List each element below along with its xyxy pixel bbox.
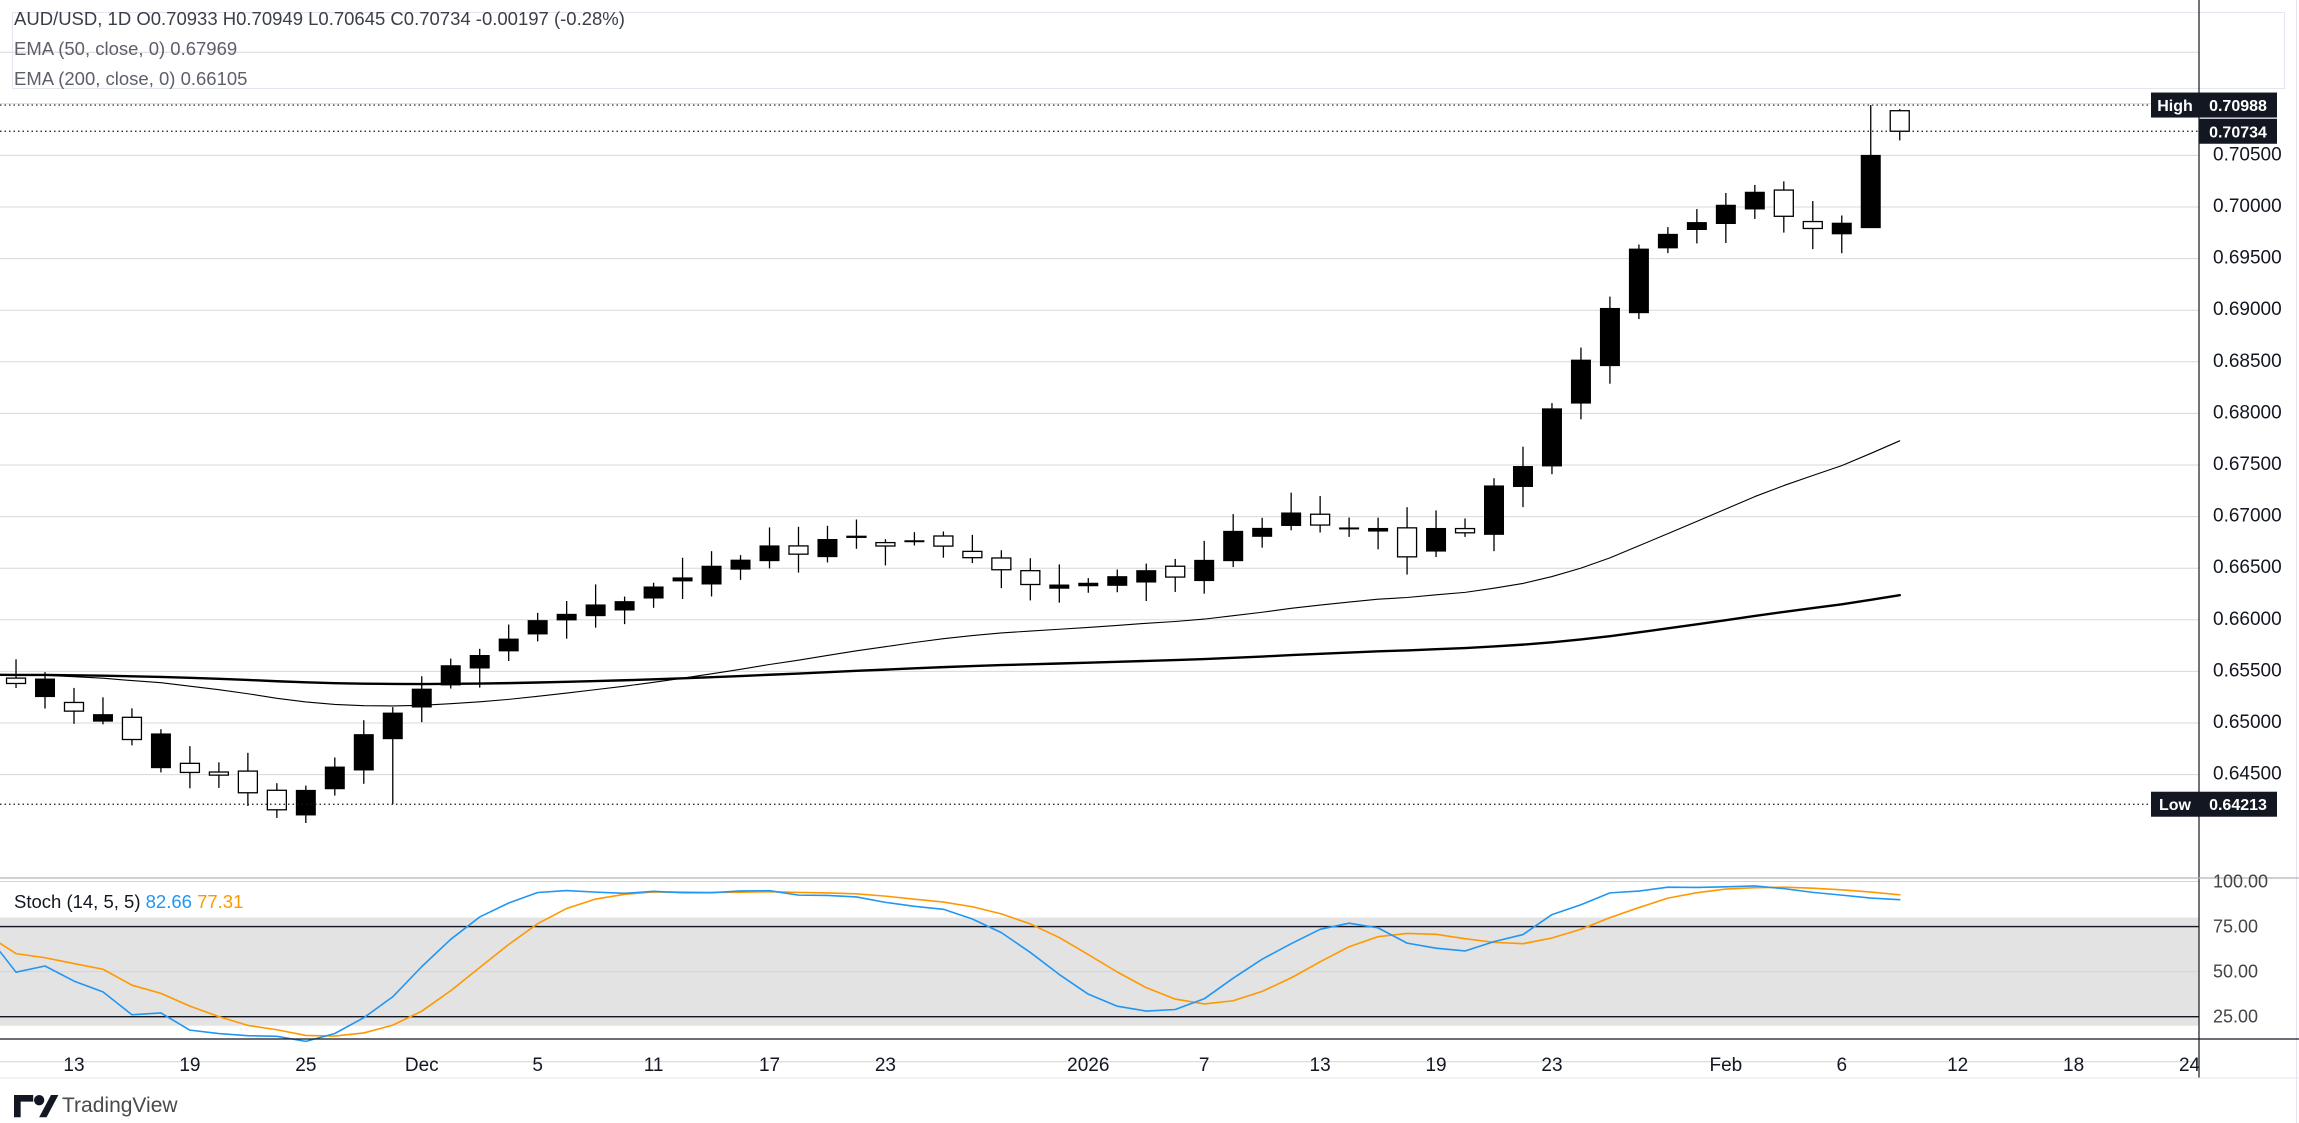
svg-text:19: 19 <box>179 1055 200 1076</box>
svg-text:0.69000: 0.69000 <box>2213 299 2282 320</box>
svg-text:0.66500: 0.66500 <box>2213 557 2282 578</box>
svg-text:18: 18 <box>2063 1055 2084 1076</box>
svg-text:AUD/USD, 1D O0.70933 H0.709: AUD/USD, 1D O0.70933 H0.70949 L0.70645 C… <box>14 8 625 29</box>
svg-text:EMA (200, close, 0) 0.66105: EMA (200, close, 0) 0.66105 <box>14 68 247 89</box>
svg-text:0.70500: 0.70500 <box>2213 144 2282 165</box>
svg-text:0.70734: 0.70734 <box>2209 124 2267 141</box>
svg-text:19: 19 <box>1425 1055 1446 1076</box>
svg-text:0.68000: 0.68000 <box>2213 402 2282 423</box>
svg-text:Low: Low <box>2159 797 2192 814</box>
svg-text:0.69500: 0.69500 <box>2213 248 2282 269</box>
svg-text:75.00: 75.00 <box>2213 917 2258 937</box>
svg-text:100.00: 100.00 <box>2213 872 2268 892</box>
svg-text:TradingView: TradingView <box>62 1094 178 1117</box>
svg-text:Feb: Feb <box>1709 1055 1742 1076</box>
svg-text:25: 25 <box>295 1055 316 1076</box>
svg-text:EMA (50, close, 0) 0.67969: EMA (50, close, 0) 0.67969 <box>14 38 237 59</box>
svg-text:17: 17 <box>759 1055 780 1076</box>
svg-text:24: 24 <box>2179 1055 2201 1076</box>
svg-text:0.64500: 0.64500 <box>2213 764 2282 785</box>
svg-text:23: 23 <box>1541 1055 1562 1076</box>
svg-text:0.66000: 0.66000 <box>2213 609 2282 630</box>
svg-text:13: 13 <box>63 1055 84 1076</box>
svg-text:7: 7 <box>1199 1055 1210 1076</box>
svg-text:23: 23 <box>875 1055 896 1076</box>
svg-text:0.65500: 0.65500 <box>2213 660 2282 681</box>
svg-text:13: 13 <box>1310 1055 1331 1076</box>
svg-text:0.70988: 0.70988 <box>2209 98 2267 115</box>
svg-text:11: 11 <box>644 1055 664 1076</box>
svg-text:0.65000: 0.65000 <box>2213 712 2282 733</box>
svg-text:5: 5 <box>532 1055 543 1076</box>
svg-text:0.64213: 0.64213 <box>2209 797 2267 814</box>
svg-text:25.00: 25.00 <box>2213 1007 2258 1027</box>
svg-text:2026: 2026 <box>1067 1055 1109 1076</box>
svg-text:0.67000: 0.67000 <box>2213 506 2282 527</box>
svg-text:6: 6 <box>1836 1055 1847 1076</box>
svg-text:High: High <box>2157 98 2193 115</box>
svg-text:12: 12 <box>1947 1055 1968 1076</box>
svg-text:0.70000: 0.70000 <box>2213 196 2282 217</box>
svg-text:50.00: 50.00 <box>2213 962 2258 982</box>
svg-text:0.68500: 0.68500 <box>2213 351 2282 372</box>
svg-text:0.67500: 0.67500 <box>2213 454 2282 475</box>
svg-text:Stoch (14, 5, 5) 82.66 77.31: Stoch (14, 5, 5) 82.66 77.31 <box>14 891 243 912</box>
svg-text:Dec: Dec <box>405 1055 439 1076</box>
